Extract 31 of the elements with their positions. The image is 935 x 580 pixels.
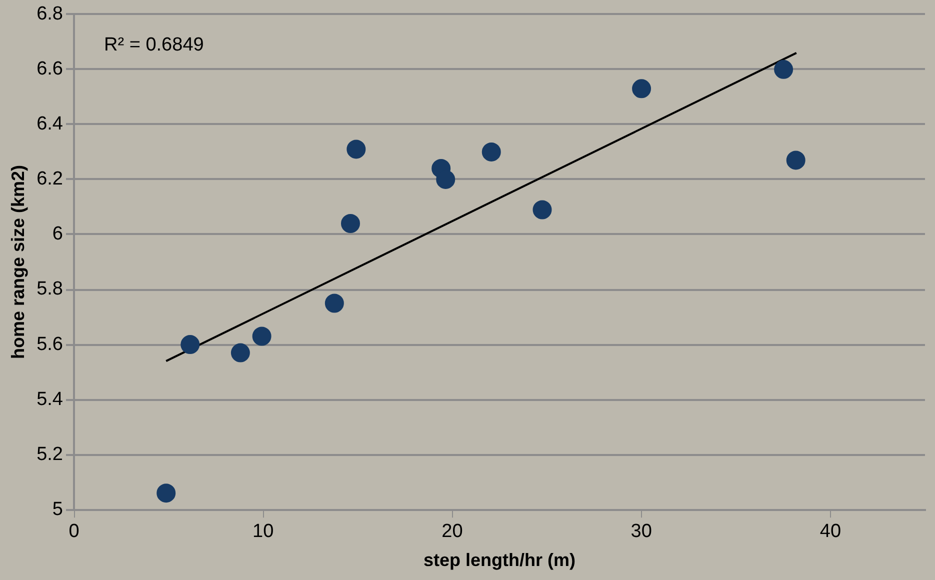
- y-tick-label: 6.4: [36, 114, 64, 135]
- x-axis-title: step length/hr (m): [424, 550, 576, 570]
- y-tick-label: 5: [52, 498, 64, 520]
- point: [156, 484, 176, 503]
- point: [436, 170, 456, 189]
- point: [340, 214, 360, 233]
- x-tick-label: 20: [442, 521, 463, 542]
- x-tick-label: 10: [252, 521, 274, 542]
- y-tick-label: 5.8: [36, 278, 64, 300]
- point: [532, 200, 552, 220]
- x-tick-label: 0: [68, 521, 80, 542]
- point: [482, 142, 501, 162]
- point: [632, 79, 652, 98]
- point: [774, 60, 794, 79]
- x-tick-label: 30: [630, 521, 652, 542]
- y-tick-label: 5.6: [36, 334, 64, 355]
- y-tick-label: 6.6: [36, 58, 64, 80]
- point: [346, 140, 366, 159]
- annotation: R² = 0.6849: [104, 34, 204, 56]
- point: [324, 294, 344, 313]
- y-tick-label: 6: [52, 224, 64, 245]
- y-tick-label: 5.2: [36, 444, 64, 465]
- y-axis-title: home range size (km2): [8, 164, 28, 360]
- point: [786, 150, 806, 170]
- point: [180, 335, 200, 354]
- point: [252, 326, 272, 346]
- y-tick-label: 5.4: [36, 388, 64, 410]
- x-tick-label: 40: [820, 521, 842, 542]
- y-tick-label: 6.2: [36, 168, 64, 190]
- point: [230, 343, 250, 362]
- y-tick-label: 6.8: [36, 4, 64, 25]
